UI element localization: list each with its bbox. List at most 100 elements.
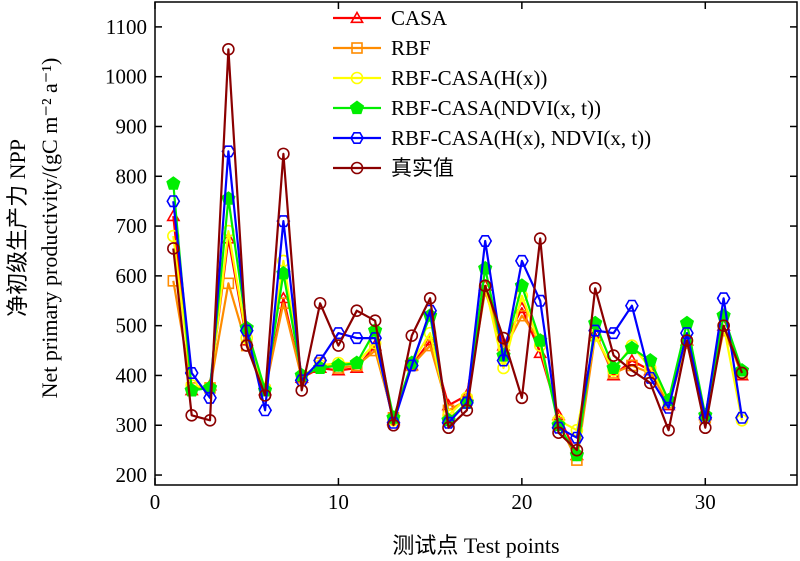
data-point <box>496 354 511 367</box>
data-point <box>349 332 364 345</box>
series-1 <box>166 208 749 461</box>
data-point <box>387 418 400 432</box>
x-axis-ticks: 0 10 20 30 <box>150 2 716 514</box>
data-point <box>184 366 199 380</box>
data-point <box>350 304 364 318</box>
y-tick-label: 400 <box>116 363 148 387</box>
y-tick-label: 700 <box>116 214 148 238</box>
data-point <box>514 254 529 267</box>
data-point <box>478 279 492 293</box>
data-point <box>203 413 217 427</box>
data-point <box>607 349 620 362</box>
y-axis-ticks: 200 300 400 500 600 700 800 900 1000 1100 <box>105 15 797 487</box>
data-point <box>680 334 694 347</box>
y-tick-label: 900 <box>116 114 148 138</box>
data-point <box>240 339 254 352</box>
data-point <box>625 364 639 377</box>
data-point <box>258 404 273 417</box>
y-tick-label: 1000 <box>105 65 147 89</box>
series-line <box>172 48 744 452</box>
plot-frame <box>154 1 798 486</box>
y-tick-label: 600 <box>116 264 148 288</box>
data-point <box>222 43 235 56</box>
legend-label: RBF <box>391 36 431 60</box>
data-point <box>442 421 455 435</box>
legend-label: RBF-CASA(NDVI(x, t)) <box>391 96 601 120</box>
data-point <box>295 384 309 397</box>
data-point <box>332 339 345 352</box>
data-point <box>386 416 401 429</box>
data-point <box>331 358 346 372</box>
legend-entry: 真实值 <box>333 156 454 180</box>
series-5 <box>166 145 749 444</box>
data-point <box>277 147 290 161</box>
legend-entry: RBF-CASA(NDVI(x, t)) <box>333 96 601 120</box>
legend-marker <box>350 10 364 24</box>
data-point <box>606 360 621 375</box>
legend-entry: RBF-CASA(H(x), NDVI(x, t)) <box>333 126 651 150</box>
y-axis-label-line1: 净初级生产力 NPP <box>5 139 30 317</box>
data-point <box>185 408 198 422</box>
legend-label: RBF-CASA(H(x), NDVI(x, t)) <box>391 126 651 150</box>
legend-marker <box>351 42 363 54</box>
data-point <box>662 423 675 437</box>
y-tick-label: 800 <box>116 164 148 188</box>
series-6 <box>167 43 749 457</box>
data-point <box>349 355 364 370</box>
data-point <box>515 391 529 405</box>
legend-entry: RBF <box>333 36 431 60</box>
data-point <box>497 331 510 345</box>
y-axis-label-line2: Net primary productivity/(gC m⁻² a⁻¹) <box>37 58 62 399</box>
series-layer <box>166 43 750 466</box>
legend-entry: CASA <box>333 6 448 30</box>
data-point <box>368 314 382 327</box>
series-line <box>172 150 744 439</box>
data-point <box>588 282 602 295</box>
data-point <box>643 376 657 390</box>
data-point <box>239 324 254 337</box>
x-tick-label: 20 <box>511 490 532 514</box>
legend-label: 真实值 <box>391 156 454 180</box>
data-point <box>441 416 456 429</box>
legend-marker <box>349 100 365 115</box>
legend-label: RBF-CASA(H(x)) <box>391 66 547 90</box>
data-point <box>624 340 640 355</box>
data-point <box>717 319 730 332</box>
data-point <box>624 299 639 312</box>
y-tick-label: 1100 <box>106 15 147 39</box>
data-point <box>570 443 584 457</box>
data-point <box>166 176 181 190</box>
legend-label: CASA <box>391 6 448 30</box>
x-tick-label: 30 <box>695 490 716 514</box>
data-point <box>533 232 547 245</box>
y-tick-label: 300 <box>116 413 148 437</box>
data-point <box>551 421 566 434</box>
data-point <box>203 391 217 404</box>
data-point <box>459 396 474 409</box>
data-point <box>716 292 731 305</box>
data-point <box>588 324 603 337</box>
x-tick-label: 10 <box>328 490 349 514</box>
data-point <box>735 411 749 424</box>
y-tick-label: 500 <box>116 314 148 338</box>
data-point <box>679 315 695 330</box>
legend-marker <box>350 161 364 175</box>
plot-border <box>154 1 798 486</box>
data-point <box>423 291 437 305</box>
y-tick-label: 200 <box>116 463 148 487</box>
x-tick-label: 0 <box>150 490 161 514</box>
x-axis-label: 测试点 Test points <box>392 533 559 558</box>
data-point <box>313 354 328 367</box>
legend-marker <box>350 132 364 144</box>
data-point <box>716 308 731 322</box>
data-point <box>258 389 272 402</box>
data-point <box>405 329 419 342</box>
legend: CASA RBF RBF-CASA(H(x)) RBF-CASA(NDVI(x, t)… <box>333 6 651 180</box>
data-point <box>478 235 493 247</box>
data-point <box>167 242 180 255</box>
legend-entry: RBF-CASA(H(x)) <box>333 66 547 90</box>
data-point <box>497 361 510 375</box>
data-point <box>166 195 181 208</box>
